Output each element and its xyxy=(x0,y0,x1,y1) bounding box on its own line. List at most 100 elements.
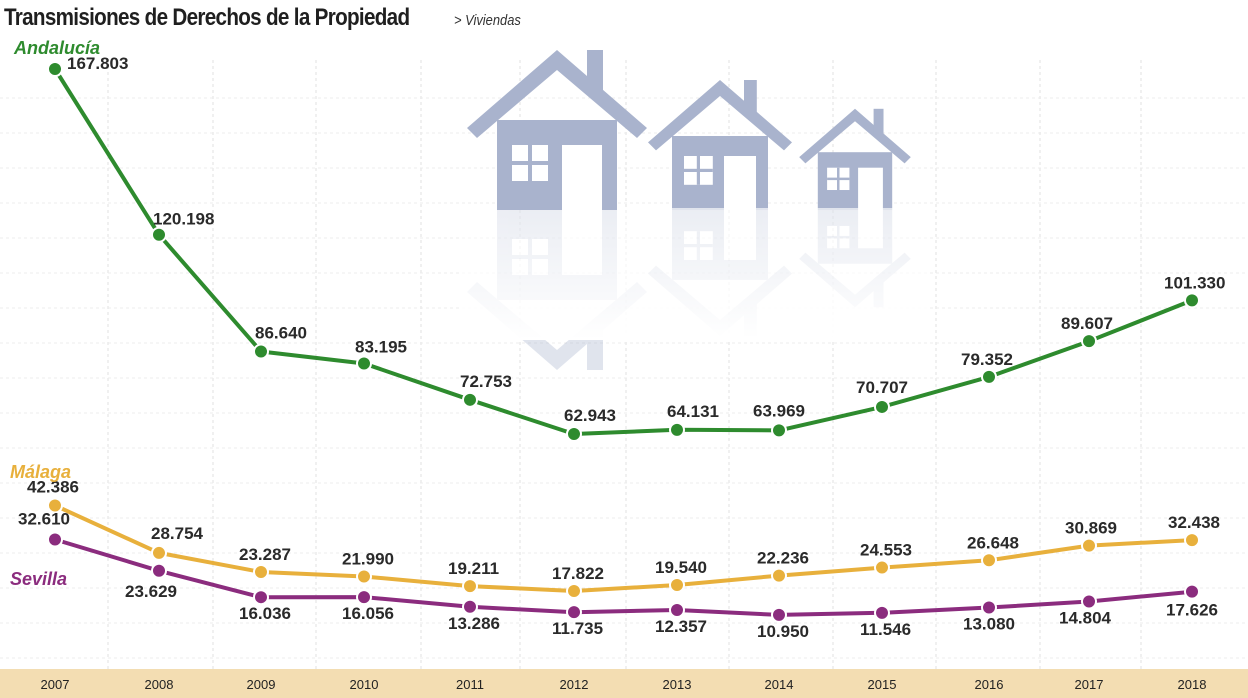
data-label-malaga: 42.386 xyxy=(27,477,79,496)
data-label-andalucia: 70.707 xyxy=(856,378,908,397)
data-label-andalucia: 62.943 xyxy=(564,406,616,425)
data-label-sevilla: 11.546 xyxy=(860,620,911,639)
data-point-sevilla xyxy=(771,606,787,623)
data-label-sevilla: 14.804 xyxy=(1059,608,1112,627)
data-point-malaga xyxy=(874,559,890,576)
data-point-andalucia xyxy=(981,368,997,385)
data-label-andalucia: 79.352 xyxy=(961,350,1013,369)
data-point-andalucia xyxy=(874,398,890,415)
data-label-andalucia: 64.131 xyxy=(667,402,719,421)
x-tick-label: 2016 xyxy=(975,677,1004,692)
data-label-sevilla: 16.036 xyxy=(239,604,291,623)
data-label-sevilla: 16.056 xyxy=(342,604,394,623)
x-tick-label: 2010 xyxy=(350,677,379,692)
data-point-sevilla xyxy=(47,531,63,548)
data-point-andalucia xyxy=(771,422,787,439)
data-label-sevilla: 32.610 xyxy=(18,510,70,529)
data-label-sevilla: 12.357 xyxy=(655,617,707,636)
data-label-malaga: 32.438 xyxy=(1168,513,1220,532)
series-line-malaga xyxy=(54,503,1193,593)
series-points xyxy=(47,61,1200,623)
data-label-malaga: 28.754 xyxy=(151,524,204,543)
data-point-andalucia xyxy=(462,391,478,408)
x-tick-label: 2012 xyxy=(560,677,589,692)
data-label-malaga: 19.540 xyxy=(655,558,707,577)
data-point-malaga xyxy=(47,497,63,514)
data-point-malaga xyxy=(1081,537,1097,554)
data-label-sevilla: 10.950 xyxy=(757,622,809,641)
x-tick-label: 2011 xyxy=(456,677,484,692)
data-label-sevilla: 23.629 xyxy=(125,582,177,601)
data-point-sevilla xyxy=(462,598,478,615)
legend-sevilla: Sevilla xyxy=(10,569,68,589)
chart-title: Transmisiones de Derechos de la Propieda… xyxy=(4,4,410,31)
data-label-andalucia: 83.195 xyxy=(355,337,407,356)
data-point-sevilla xyxy=(1184,583,1200,600)
data-point-andalucia xyxy=(253,343,269,360)
data-point-sevilla xyxy=(669,601,685,618)
data-label-malaga: 19.211 xyxy=(448,559,499,578)
data-label-malaga: 17.822 xyxy=(552,564,604,583)
data-point-sevilla xyxy=(981,599,997,616)
data-label-sevilla: 13.080 xyxy=(963,614,1015,633)
data-point-andalucia xyxy=(566,425,582,442)
legend-malaga: Málaga xyxy=(10,462,72,482)
data-point-malaga xyxy=(566,582,582,599)
data-point-andalucia xyxy=(356,355,372,372)
house-icon xyxy=(799,108,911,208)
data-label-andalucia: 86.640 xyxy=(255,323,307,342)
x-tick-label: 2015 xyxy=(868,677,897,692)
data-point-malaga xyxy=(771,567,787,584)
data-label-andalucia: 167.803 xyxy=(67,54,128,73)
data-point-sevilla xyxy=(874,604,890,621)
data-point-andalucia xyxy=(151,226,167,243)
data-point-andalucia xyxy=(669,421,685,438)
x-tick-label: 2018 xyxy=(1178,677,1207,692)
data-point-malaga xyxy=(669,577,685,594)
data-point-malaga xyxy=(151,544,167,561)
data-point-malaga xyxy=(253,563,269,580)
data-point-andalucia xyxy=(47,61,63,78)
data-label-andalucia: 89.607 xyxy=(1061,314,1113,333)
x-tick-label: 2013 xyxy=(663,677,692,692)
x-tick-label: 2007 xyxy=(41,677,70,692)
data-label-sevilla: 13.286 xyxy=(448,614,500,633)
data-point-sevilla xyxy=(566,604,582,621)
data-label-andalucia: 72.753 xyxy=(460,372,512,391)
data-point-malaga xyxy=(356,568,372,585)
data-label-malaga: 22.236 xyxy=(757,549,809,568)
data-point-sevilla xyxy=(1081,593,1097,610)
data-point-malaga xyxy=(1184,532,1200,549)
house-icon xyxy=(648,80,792,208)
data-labels: 167.803 120.198 86.640 83.195 72.753 62.943 64… xyxy=(18,54,1225,641)
data-point-sevilla xyxy=(151,562,167,579)
data-label-malaga: 26.648 xyxy=(967,533,1019,552)
data-label-sevilla: 17.626 xyxy=(1166,601,1218,620)
series-line-andalucia xyxy=(53,67,1193,436)
data-point-sevilla xyxy=(356,589,372,606)
data-label-andalucia: 63.969 xyxy=(753,401,805,420)
data-point-andalucia xyxy=(1081,333,1097,350)
x-tick-label: 2014 xyxy=(765,677,794,692)
data-label-andalucia: 101.330 xyxy=(1164,273,1225,292)
grid xyxy=(0,60,1248,669)
house-icon xyxy=(467,50,647,210)
data-label-malaga: 30.869 xyxy=(1065,519,1117,538)
legend-andalucia: Andalucía xyxy=(14,38,101,58)
data-label-malaga: 21.990 xyxy=(342,549,394,568)
data-point-andalucia xyxy=(1184,292,1200,309)
series-line-sevilla xyxy=(54,537,1193,617)
x-tick-label: 2009 xyxy=(247,677,276,692)
data-point-malaga xyxy=(462,578,478,595)
data-label-malaga: 24.553 xyxy=(860,541,912,560)
data-point-sevilla xyxy=(253,589,269,606)
x-tick-label: 2008 xyxy=(145,677,174,692)
data-label-andalucia: 120.198 xyxy=(153,210,214,229)
x-tick-label: 2017 xyxy=(1075,677,1104,692)
data-label-malaga: 23.287 xyxy=(239,545,291,564)
data-label-sevilla: 11.735 xyxy=(552,619,603,638)
chart-subtitle: > Viviendas xyxy=(454,12,521,29)
houses-illustration xyxy=(460,50,930,370)
x-axis-band xyxy=(0,669,1248,698)
data-point-malaga xyxy=(981,552,997,569)
